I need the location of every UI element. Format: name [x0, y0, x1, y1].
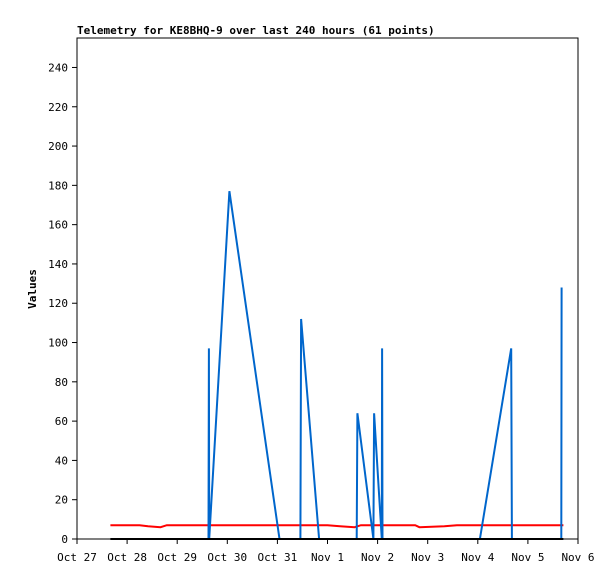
x-tick-label: Oct 30: [207, 551, 247, 564]
y-tick-label: 100: [48, 337, 68, 350]
x-tick-label: Nov 6: [561, 551, 594, 564]
x-tick-label: Nov 2: [361, 551, 394, 564]
x-tick-label: Nov 1: [311, 551, 344, 564]
series-layer: [110, 191, 564, 540]
y-axis-label: Values: [26, 269, 39, 309]
x-tick-label: Nov 5: [511, 551, 544, 564]
x-tick-label: Nov 4: [461, 551, 494, 564]
y-tick-label: 80: [55, 376, 68, 389]
series-2-line: [207, 191, 563, 540]
series-1-line: [110, 524, 564, 529]
plot-frame: [76, 37, 579, 540]
y-tick-label: 60: [55, 415, 68, 428]
chart-title: Telemetry for KE8BHQ-9 over last 240 hou…: [77, 24, 435, 37]
x-tick-label: Oct 27: [57, 551, 97, 564]
x-axis: Oct 27 Oct 28 Oct 29 Oct 30 Oct 31 Nov 1 Nov 2…: [57, 539, 595, 564]
x-tick-label: Oct 31: [258, 551, 298, 564]
y-tick-label: 180: [48, 179, 68, 192]
y-tick-label: 140: [48, 258, 68, 271]
y-tick-label: 160: [48, 219, 68, 232]
y-tick-label: 240: [48, 61, 68, 74]
x-tick-label: Oct 29: [157, 551, 197, 564]
y-tick-label: 200: [48, 140, 68, 153]
y-tick-label: 220: [48, 101, 68, 114]
x-tick-label: Oct 28: [107, 551, 147, 564]
y-tick-label: 40: [55, 454, 68, 467]
x-tick-label: Nov 3: [411, 551, 444, 564]
y-axis: 0 20 40 60 80 100 120 140 160 180 200 220 240: [48, 61, 77, 546]
y-tick-label: 120: [48, 297, 68, 310]
y-tick-label: 20: [55, 494, 68, 507]
y-tick-label: 0: [61, 533, 68, 546]
